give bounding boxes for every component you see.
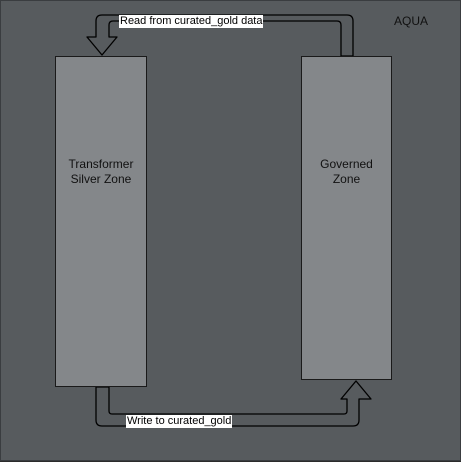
transformer-silver-zone: Transformer Silver Zone	[55, 56, 147, 387]
write-arrow-label: Write to curated_gold	[126, 415, 233, 428]
governed-zone-label: Governed Zone	[320, 157, 373, 186]
transformer-silver-zone-label: Transformer Silver Zone	[68, 157, 134, 186]
diagram-title: AQUA	[394, 14, 429, 28]
read-arrow-label: Read from curated_gold data	[119, 15, 264, 28]
read-arrow-shape	[86, 14, 354, 57]
governed-zone: Governed Zone	[301, 56, 392, 380]
write-arrow-shape	[95, 380, 372, 427]
